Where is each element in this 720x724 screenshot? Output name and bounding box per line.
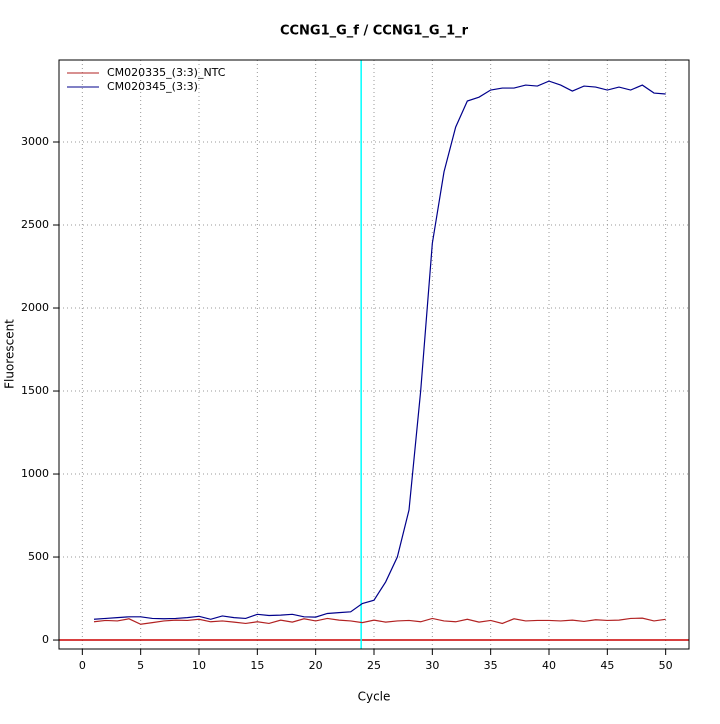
y-tick-label: 3000 [21, 135, 49, 148]
legend-label: CM020335_(3:3)_NTC [107, 66, 226, 79]
x-tick-label: 20 [309, 659, 323, 672]
y-tick-label: 2000 [21, 301, 49, 314]
y-tick-label: 500 [28, 550, 49, 563]
x-tick-label: 30 [425, 659, 439, 672]
series-line [93, 617, 666, 625]
x-tick-label: 5 [137, 659, 144, 672]
chart-title: CCNG1_G_f / CCNG1_G_1_r [280, 24, 469, 39]
x-tick-label: 10 [192, 659, 206, 672]
x-tick-label: 50 [659, 659, 673, 672]
x-tick-label: 0 [79, 659, 86, 672]
legend-label: CM020345_(3:3) [107, 80, 198, 93]
y-tick-label: 0 [42, 633, 49, 646]
x-tick-label: 45 [600, 659, 614, 672]
x-tick-label: 25 [367, 659, 381, 672]
x-tick-label: 40 [542, 659, 556, 672]
plot-frame [58, 59, 690, 650]
y-tick-label: 2500 [21, 218, 49, 231]
y-axis-label: Fluorescent [3, 319, 17, 389]
series-line [93, 80, 666, 620]
y-tick-label: 1500 [21, 384, 49, 397]
x-tick-label: 35 [484, 659, 498, 672]
x-tick-label: 15 [250, 659, 264, 672]
x-axis-label: Cycle [358, 690, 391, 704]
y-tick-label: 1000 [21, 467, 49, 480]
